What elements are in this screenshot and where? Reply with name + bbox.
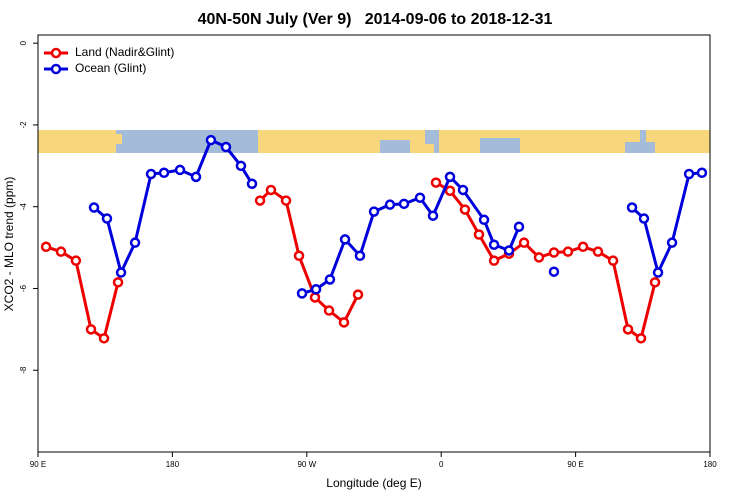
- point: [649, 277, 661, 288]
- series-line: [93, 138, 703, 295]
- point: [354, 250, 366, 262]
- point: [683, 168, 695, 180]
- point: [696, 167, 708, 179]
- point: [40, 241, 52, 253]
- plot-frame: [37, 34, 711, 453]
- point: [205, 134, 217, 146]
- point: [323, 305, 335, 316]
- point: [430, 177, 442, 188]
- point: [101, 213, 113, 224]
- x-tick-label: 90 E: [567, 460, 583, 469]
- y-tick-label: -6: [19, 284, 28, 292]
- point: [607, 255, 619, 266]
- x-tick-label: 0: [439, 460, 444, 469]
- legend-marker: [50, 63, 62, 75]
- point: [324, 274, 336, 285]
- point: [158, 167, 170, 179]
- point: [235, 160, 247, 172]
- legend-marker: [50, 47, 62, 59]
- x-tick-label: 90 E: [30, 460, 46, 469]
- point: [220, 141, 232, 153]
- y-tick-label: -4: [19, 203, 28, 211]
- point: [70, 255, 82, 266]
- point: [638, 213, 650, 224]
- point: [626, 202, 638, 213]
- point: [384, 199, 396, 210]
- point: [338, 317, 350, 328]
- chart-title: 40N-50N July (Ver 9) 2014-09-06 to 2018-…: [198, 11, 553, 28]
- point: [444, 185, 456, 197]
- point: [296, 288, 308, 299]
- point: [473, 229, 485, 240]
- point: [666, 237, 678, 248]
- point: [398, 198, 410, 210]
- point: [577, 241, 589, 253]
- legend-label: Ocean (Glint): [75, 61, 146, 75]
- point: [488, 239, 500, 250]
- point: [518, 237, 530, 248]
- point: [98, 333, 110, 344]
- x-tick-label: 90 W: [297, 460, 316, 469]
- point: [414, 192, 426, 203]
- legend-label: Land (Nadir&Glint): [75, 45, 174, 59]
- point: [310, 284, 322, 295]
- point: [265, 184, 277, 196]
- y-tick-label: 0: [19, 40, 28, 45]
- x-tick-label: 180: [703, 460, 717, 469]
- point: [533, 252, 545, 263]
- point: [562, 246, 574, 257]
- point: [635, 333, 647, 344]
- point: [548, 247, 560, 258]
- point: [254, 195, 266, 206]
- point: [592, 246, 604, 257]
- point: [112, 277, 124, 288]
- map-strip: [38, 130, 710, 153]
- point: [88, 202, 100, 213]
- point: [339, 234, 351, 245]
- point: [444, 171, 456, 183]
- point: [548, 266, 560, 277]
- series-line: [45, 181, 657, 341]
- point: [174, 164, 186, 176]
- point: [246, 178, 258, 190]
- x-axis-label: Longitude (deg E): [326, 476, 421, 490]
- point: [55, 246, 67, 257]
- point: [513, 221, 525, 232]
- point: [115, 267, 127, 278]
- point: [368, 206, 380, 217]
- y-tick-label: -8: [19, 366, 28, 374]
- x-tick-label: 180: [166, 460, 180, 469]
- point: [622, 324, 634, 335]
- point: [129, 237, 141, 248]
- point: [293, 250, 305, 262]
- point: [427, 210, 439, 221]
- point: [145, 168, 157, 180]
- point: [459, 204, 471, 215]
- point: [352, 289, 364, 300]
- point: [85, 324, 97, 335]
- y-axis-label: XCO2 - MLO trend (ppm): [2, 177, 16, 312]
- point: [457, 184, 469, 196]
- point: [652, 267, 664, 278]
- point: [478, 214, 490, 226]
- point: [190, 171, 202, 183]
- point: [488, 255, 500, 266]
- point: [280, 195, 292, 206]
- y-tick-label: -2: [19, 121, 28, 129]
- point: [503, 245, 515, 256]
- point: [309, 292, 321, 303]
